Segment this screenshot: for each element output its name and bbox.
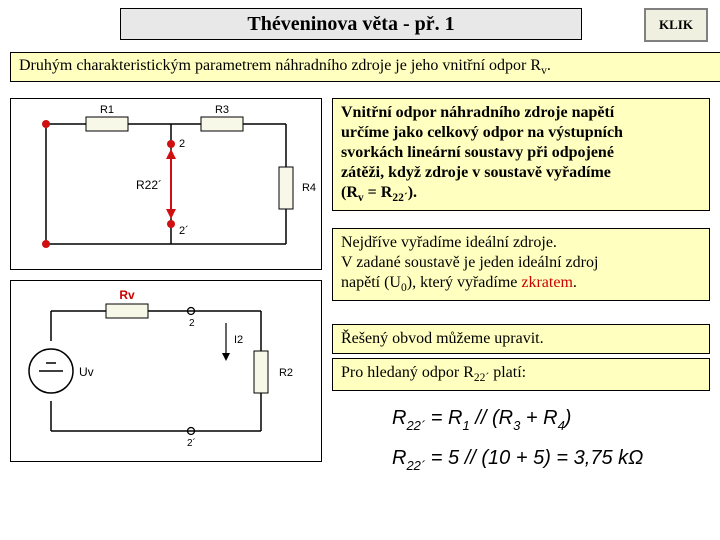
klik-button[interactable]: KLIK: [644, 8, 708, 42]
svg-text:R22´ = R1 // (R3 + R4): R22´ = R1 // (R3 + R4): [392, 407, 571, 433]
tb2-l3e: .: [573, 274, 577, 291]
circuit-diagram-1: R1 R3 R4 R22´ 2 2´: [10, 98, 322, 270]
text-box-4: Pro hledaný odpor R22´ platí:: [332, 358, 710, 391]
info-strip: Druhým charakteristickým parametrem náhr…: [10, 52, 720, 82]
circuit1-svg: R1 R3 R4 R22´ 2 2´: [11, 99, 321, 269]
equation-box: R22´ = R1 // (R3 + R4) R22´ = 5 // (10 +…: [332, 392, 708, 492]
svg-text:R22´ = 5 // (10 + 5) = 3,75 kΩ: R22´ = 5 // (10 + 5) = 3,75 kΩ: [392, 447, 643, 473]
tb2-l2: V zadané soustavě je jeden ideální zdroj: [341, 254, 598, 271]
eq1-r4: ): [563, 407, 572, 429]
tb1-l5e: ).: [408, 184, 417, 201]
r3-label: R3: [215, 104, 229, 116]
text-box-2: Nejdříve vyřadíme ideální zdroje. V zada…: [332, 228, 710, 301]
term2p: 2´: [179, 225, 189, 237]
tb4a: Pro hledaný odpor R: [341, 364, 474, 381]
term2: 2: [179, 138, 185, 150]
text-box-1: Vnitřní odpor náhradního zdroje napětí u…: [332, 98, 710, 211]
eq2-rhs: = 5 // (10 + 5) = 3,75 kΩ: [425, 447, 643, 469]
tb4c: platí:: [489, 364, 526, 381]
strip-end: .: [547, 57, 551, 74]
r1-label: R1: [100, 104, 114, 116]
c2-term2p: 2´: [187, 437, 196, 449]
eq1-lhs-sub: 22´: [405, 418, 425, 433]
r22-label: R22´: [136, 178, 162, 192]
tb2-l3a: napětí (U: [341, 274, 401, 291]
eq2-lhs-sub: 22´: [405, 458, 425, 473]
eq1-r3s: 4: [558, 418, 565, 433]
tb1-l4: zátěži, když zdroje v soustavě vyřadíme: [341, 164, 611, 181]
tb4b: 22´: [474, 372, 489, 384]
r4-label: R4: [302, 182, 316, 194]
page-title: Théveninova věta - př. 1: [120, 8, 582, 40]
equation-svg: R22´ = R1 // (R3 + R4) R22´ = 5 // (10 +…: [332, 392, 708, 492]
r2-label: R2: [279, 367, 293, 379]
tb1-l5a: (R: [341, 184, 358, 201]
i2-label: I2: [234, 334, 243, 346]
rv-label: Rv: [119, 288, 135, 302]
eq2-lhs: R: [392, 447, 406, 469]
strip-text: Druhým charakteristickým parametrem náhr…: [19, 57, 530, 74]
tb1-l5d: 22´: [392, 192, 407, 204]
tb1-l3: svorkách lineární soustavy při odpojené: [341, 144, 614, 161]
tb2-l3d: zkratem: [521, 274, 573, 291]
circuit-diagram-2: Rv Uv R2 I2 2 2´: [10, 280, 322, 462]
eq1-r2: // (R: [470, 407, 513, 429]
tb2-l3c: ), který vyřadíme: [407, 274, 522, 291]
eq1-r1: = R: [425, 407, 462, 429]
strip-rv: R: [530, 57, 541, 74]
eq1-r3: + R: [520, 407, 557, 429]
tb1-l5c: = R: [364, 184, 393, 201]
c2-term2: 2: [189, 318, 195, 329]
tb2-l1: Nejdříve vyřadíme ideální zdroje.: [341, 234, 557, 251]
tb1-l2: určíme jako celkový odpor na výstupních: [341, 124, 623, 141]
uv-label: Uv: [79, 365, 94, 379]
title-text: Théveninova věta - př. 1: [247, 13, 454, 36]
circuit2-svg: Rv Uv R2 I2 2 2´: [11, 281, 321, 461]
text-box-3: Řešený obvod můžeme upravit.: [332, 324, 710, 354]
tb1-l1: Vnitřní odpor náhradního zdroje napětí: [341, 104, 614, 121]
eq1-r1s: 1: [463, 418, 470, 433]
tb3-text: Řešený obvod můžeme upravit.: [341, 330, 544, 347]
eq1-lhs: R: [392, 407, 406, 429]
klik-label: KLIK: [659, 17, 693, 33]
